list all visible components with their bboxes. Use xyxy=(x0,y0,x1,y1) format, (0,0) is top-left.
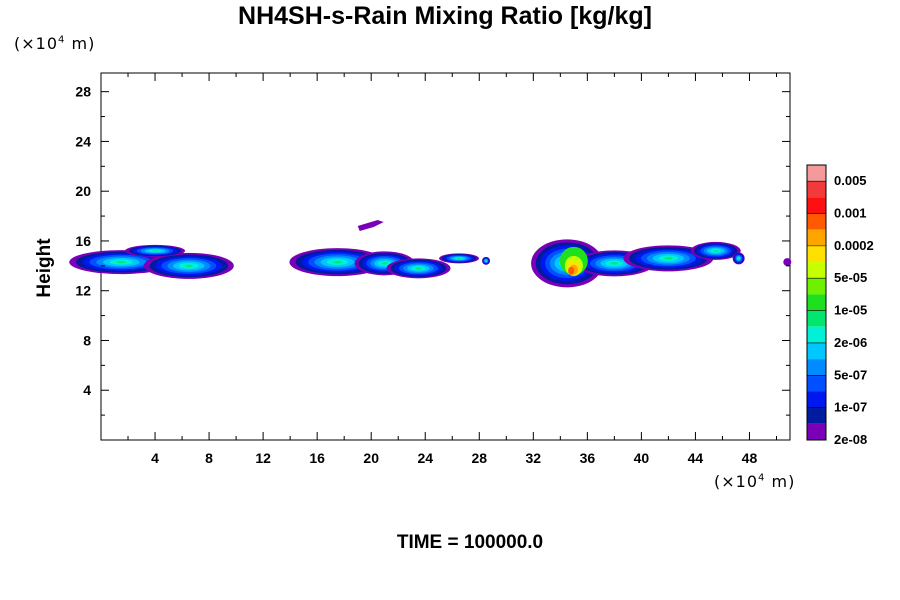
cloud-region-2-blob xyxy=(415,267,422,270)
colorbar-swatch xyxy=(807,310,826,327)
y-tick-label: 16 xyxy=(75,233,91,249)
colorbar-swatch xyxy=(807,278,826,295)
x-tick-label: 28 xyxy=(471,450,487,466)
x-tick-label: 48 xyxy=(742,450,758,466)
colorbar-swatch xyxy=(807,165,826,182)
time-label: TIME = 100000.0 xyxy=(396,532,544,553)
colorbar-swatch xyxy=(807,181,826,198)
cloud-region-2-blob xyxy=(457,257,461,259)
colorbar-swatch xyxy=(807,262,826,279)
y-tick-label: 24 xyxy=(75,133,91,149)
x-tick-label: 36 xyxy=(580,450,596,466)
colorbar-label: 1e-05 xyxy=(834,303,867,318)
x-tick-label: 4 xyxy=(151,450,159,466)
colorbar-swatch xyxy=(807,245,826,263)
cloud-region-3-core xyxy=(568,266,575,275)
y-tick-label: 20 xyxy=(75,183,91,199)
cloud-region-1-blob xyxy=(116,261,126,264)
cloud-region-2-blob xyxy=(485,260,487,262)
x-tick-label: 40 xyxy=(634,450,650,466)
cloud-region-3-blob xyxy=(610,262,618,265)
colorbar-swatch xyxy=(807,375,826,392)
cloud-region-2-blob xyxy=(333,260,342,264)
colorbar-swatch xyxy=(807,359,826,376)
colorbar-swatch xyxy=(807,294,826,311)
x-tick-label: 20 xyxy=(363,450,379,466)
cloud-region-3-blob xyxy=(738,257,740,259)
colorbar-swatch xyxy=(807,213,826,230)
chart-title: NH4SH-s-Rain Mixing Ratio [kg/kg] xyxy=(238,2,652,30)
x-tick-label: 12 xyxy=(255,450,271,466)
colorbar-label: 2e-08 xyxy=(834,432,867,447)
colorbar-label: 5e-07 xyxy=(834,367,867,382)
colorbar-label: 1e-07 xyxy=(834,400,867,415)
cloud-region-1-blob xyxy=(152,250,158,252)
colorbar-label: 2e-06 xyxy=(834,335,867,350)
x-tick-label: 8 xyxy=(205,450,213,466)
colorbar-swatch xyxy=(807,342,826,360)
x-tick-label: 32 xyxy=(526,450,542,466)
colorbar-label: 0.005 xyxy=(834,173,867,188)
y-axis-unit: (×104 m) xyxy=(14,34,96,53)
colorbar-label: 5e-05 xyxy=(834,270,867,285)
y-tick-label: 8 xyxy=(83,332,91,348)
colorbar-swatch xyxy=(807,229,826,246)
colorbar-swatch xyxy=(807,423,826,440)
colorbar-label: 0.0002 xyxy=(834,238,874,253)
colorbar-swatch xyxy=(807,326,826,343)
cloud-region-3-blob xyxy=(664,257,673,260)
colorbar-swatch xyxy=(807,391,826,408)
colorbar-label: 0.001 xyxy=(834,206,867,221)
x-tick-label: 24 xyxy=(417,450,433,466)
cloud-region-1-blob xyxy=(184,264,193,268)
y-tick-label: 28 xyxy=(75,84,91,100)
cloud-region-2-fragment xyxy=(357,220,384,232)
x-tick-label: 44 xyxy=(688,450,704,466)
colorbar-swatch xyxy=(807,407,826,424)
x-tick-label: 16 xyxy=(309,450,325,466)
colorbar-swatch xyxy=(807,197,826,214)
cloud-region-3-blob xyxy=(713,250,718,252)
x-axis-unit: (×104 m) xyxy=(714,472,796,491)
cloud-region-4 xyxy=(783,258,792,267)
y-tick-label: 4 xyxy=(83,382,91,398)
cloud-region-2-blob xyxy=(382,262,388,265)
y-tick-label: 12 xyxy=(75,283,91,299)
